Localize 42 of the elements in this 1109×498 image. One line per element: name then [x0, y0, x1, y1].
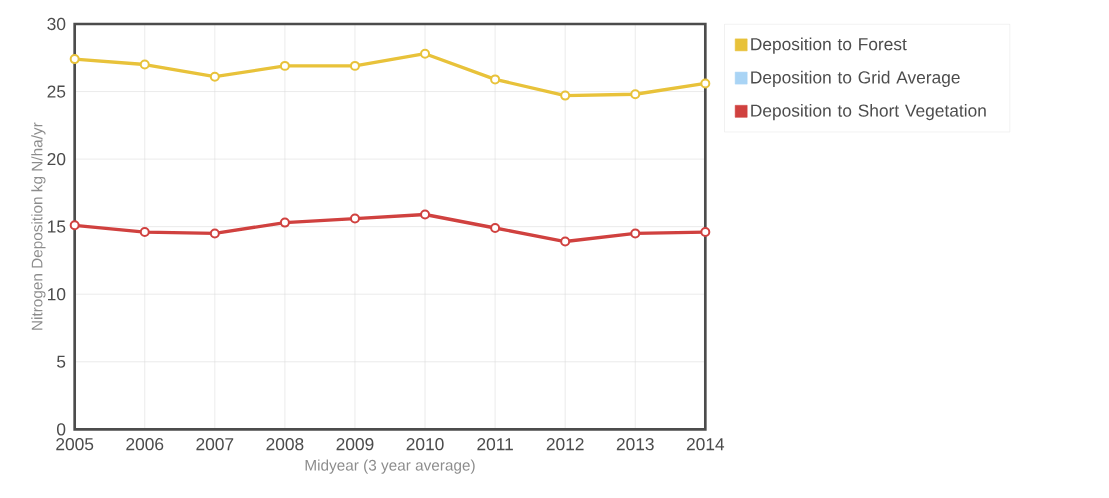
y-tick-label: 0: [57, 423, 66, 436]
y-tick-label: 25: [47, 85, 66, 98]
x-tick-label: 2009: [336, 438, 374, 451]
y-tick-label: 20: [47, 152, 66, 166]
x-tick-label: 2008: [266, 438, 304, 451]
x-tick-label: 2011: [477, 438, 513, 451]
point: [700, 227, 711, 238]
x-tick-label: 2012: [546, 438, 584, 451]
point: [139, 227, 150, 238]
point: [209, 228, 220, 239]
y-tick-label: 15: [48, 220, 66, 233]
point: [349, 213, 360, 224]
point: [279, 217, 290, 228]
point: [630, 89, 641, 100]
point: [279, 60, 290, 71]
x-tick-label: 2014: [686, 438, 725, 451]
legend-label: Deposition to Short Vegetation: [751, 104, 986, 121]
y-tick-label: 30: [47, 17, 66, 31]
x-tick-label: 2013: [616, 438, 654, 451]
x-tick-label: 2007: [196, 438, 234, 451]
y-tick-label: 5: [57, 355, 66, 368]
y-axis-title: Nitrogen Deposition kg N/ha/yr: [31, 122, 46, 330]
point: [490, 223, 501, 234]
legend-label: Deposition to Forest: [751, 37, 907, 54]
point: [209, 71, 220, 82]
point: [490, 74, 501, 85]
x-axis-title: Midyear (3 year average): [305, 459, 475, 474]
x-tick-label: 2006: [126, 438, 164, 451]
point: [349, 60, 360, 71]
point: [420, 209, 431, 220]
y-tick-label: 10: [48, 288, 66, 301]
point: [560, 90, 571, 101]
x-tick-label: 2005: [56, 438, 94, 451]
point: [420, 48, 431, 59]
point: [700, 78, 711, 89]
point: [630, 228, 641, 239]
point: [69, 54, 80, 65]
point: [560, 236, 571, 247]
legend-label: Deposition to Grid Average: [751, 70, 960, 87]
point: [139, 59, 150, 70]
x-tick-label: 2010: [406, 438, 444, 451]
point: [69, 220, 80, 231]
